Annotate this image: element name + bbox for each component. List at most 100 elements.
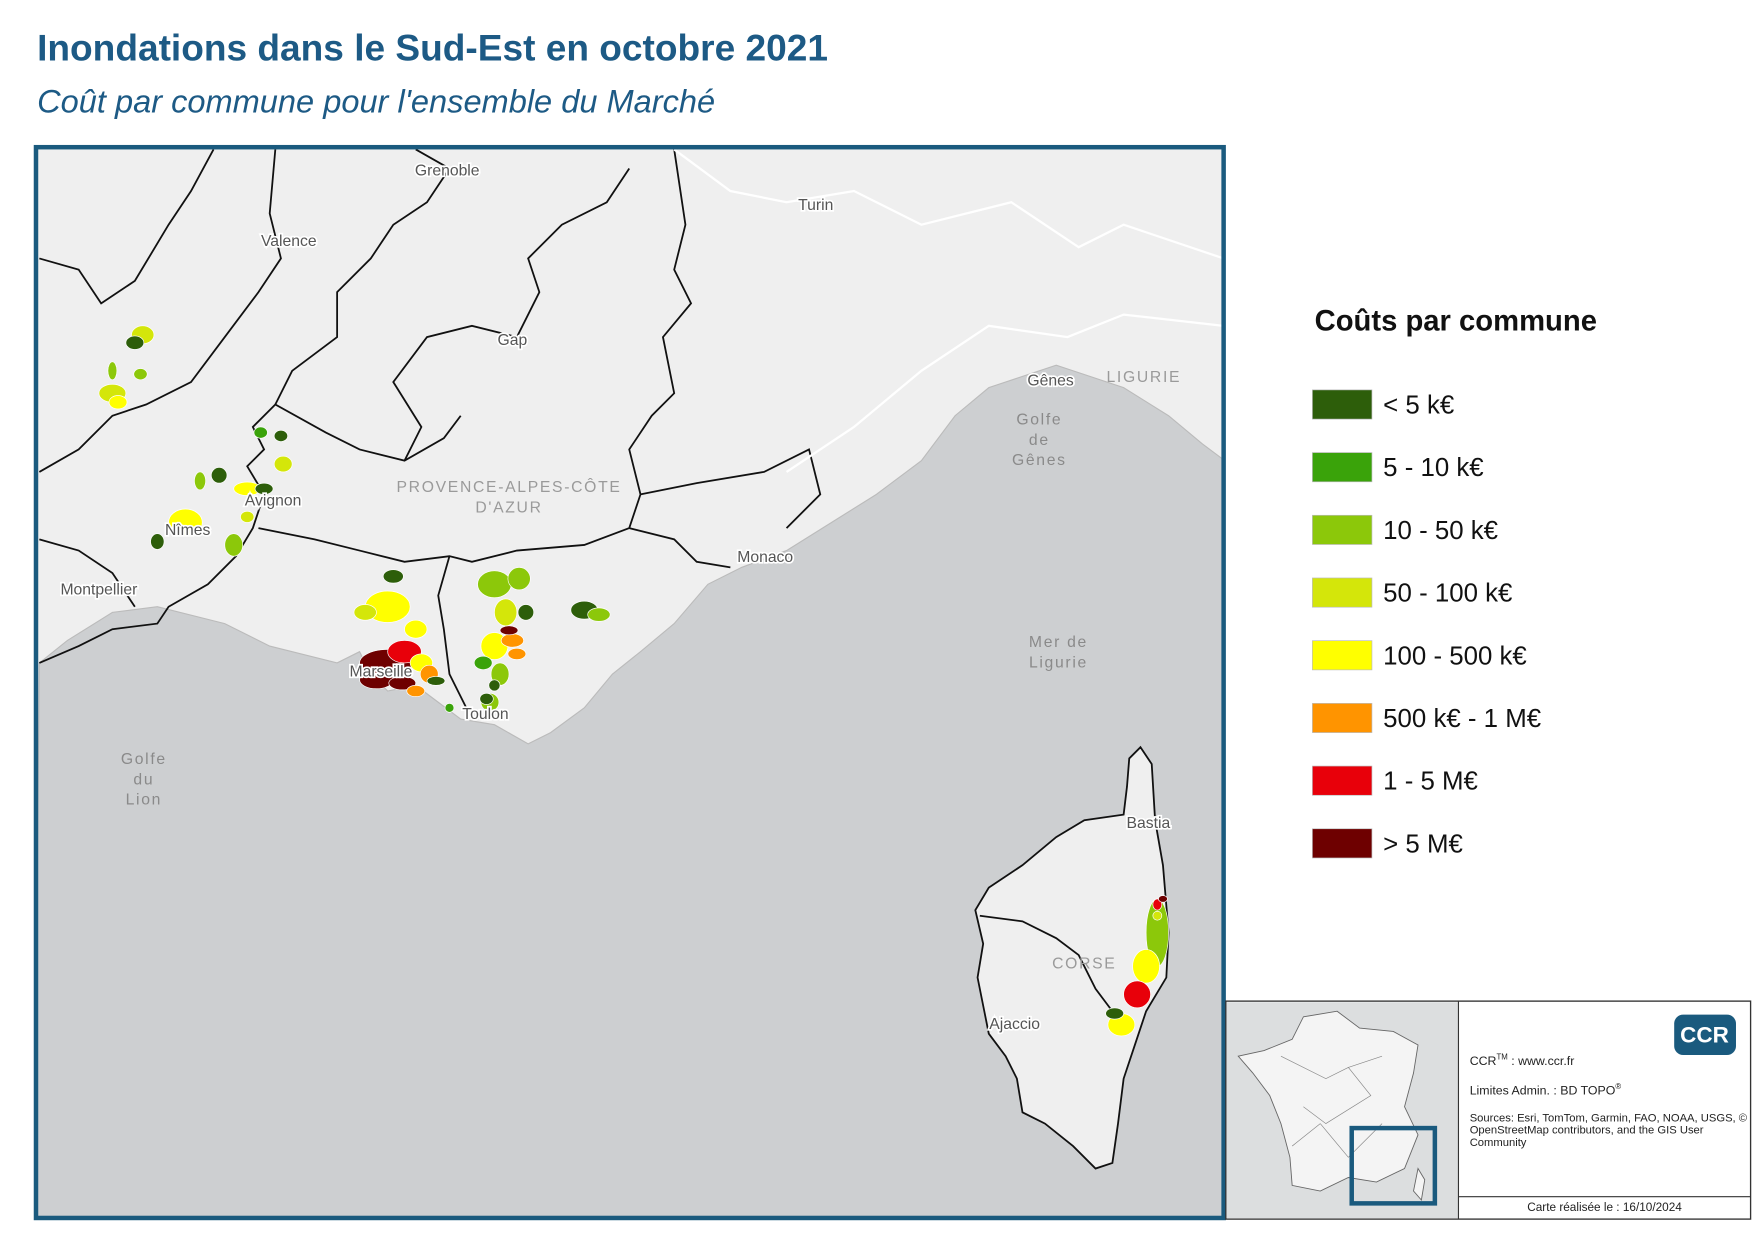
- place-label: Nîmes: [165, 522, 211, 539]
- sea-label: Golfe: [121, 751, 167, 768]
- sea-label: Ligurie: [1029, 654, 1088, 671]
- commune: [253, 426, 268, 439]
- commune: [353, 604, 377, 621]
- sea-label: du: [133, 771, 154, 788]
- commune: [273, 455, 293, 473]
- legend-swatch: [1312, 828, 1373, 859]
- sea-label: Gênes: [1012, 452, 1067, 469]
- registered: ®: [1615, 1082, 1621, 1091]
- region-label: LIGURIE: [1107, 369, 1182, 386]
- commune: [488, 679, 501, 692]
- commune: [194, 471, 206, 491]
- logo: [1674, 1014, 1736, 1056]
- limits-text: Limites Admin. : BD TOPO: [1470, 1083, 1616, 1097]
- commune: [494, 598, 518, 627]
- boundary: [979, 914, 1114, 1012]
- region-label: PROVENCE-ALPES-CÔTE: [396, 477, 621, 496]
- commune: [587, 607, 611, 622]
- boundary: [39, 149, 215, 608]
- date: Carte réalisée le : 16/10/2024: [1527, 1201, 1682, 1214]
- legend-swatch: [1312, 452, 1373, 483]
- commune: [1123, 980, 1151, 1009]
- subtitle: Coût par commune pour l'ensemble du Marc…: [37, 83, 715, 119]
- legend-swatch: [1312, 389, 1373, 420]
- legend-swatch: [1312, 765, 1373, 796]
- legend: Coûts par commune < 5 k€ 5 - 10 k€ 10 - 50…: [1312, 305, 1597, 858]
- website: CCRTM : www.ccr.fr: [1470, 1053, 1575, 1069]
- commune: [133, 368, 148, 381]
- place-label: Gênes: [1027, 372, 1073, 389]
- commune: [1105, 1007, 1124, 1020]
- trademark: TM: [1496, 1053, 1507, 1062]
- commune: [500, 633, 524, 648]
- sea-label: Lion: [126, 791, 162, 808]
- commune: [150, 533, 165, 550]
- sources: OpenStreetMap contributors, and the GIS …: [1470, 1125, 1704, 1137]
- commune: [168, 508, 203, 537]
- commune: [240, 510, 255, 523]
- commune: [1152, 898, 1163, 911]
- place-label: Gap: [498, 332, 528, 349]
- commune: [273, 430, 289, 442]
- commune: [388, 676, 417, 691]
- commune: [107, 361, 118, 381]
- place-label: Marseille: [349, 663, 412, 680]
- commune: [507, 647, 527, 660]
- legend-label: 100 - 500 k€: [1383, 642, 1527, 670]
- place-label: Toulon: [462, 706, 508, 723]
- legend-title: Coûts par commune: [1315, 305, 1597, 337]
- boundary: [392, 168, 630, 462]
- place-label: Bastia: [1127, 815, 1171, 832]
- corsica: [974, 745, 1170, 1170]
- commune: [517, 604, 535, 621]
- map-frame: [33, 144, 1226, 1221]
- website-text: : www.ccr.fr: [1508, 1054, 1575, 1068]
- sea-label: Mer de: [1029, 634, 1088, 651]
- legend-swatch: [1312, 703, 1373, 733]
- commune: [426, 676, 446, 686]
- logo-text: CCR: [1680, 1023, 1729, 1048]
- commune: [108, 395, 128, 410]
- place-label: Avignon: [245, 493, 302, 510]
- title: Inondations dans le Sud-Est en octobre 2…: [37, 27, 828, 69]
- commune: [507, 567, 531, 591]
- commune: [125, 335, 145, 350]
- commune: [224, 533, 244, 557]
- place-label: Monaco: [737, 549, 793, 566]
- boundary: [274, 148, 451, 405]
- commune: [254, 482, 274, 495]
- region-label: D'AZUR: [475, 499, 542, 516]
- legend-swatch: [1312, 640, 1373, 671]
- legend-swatch: [1312, 577, 1373, 608]
- inset-extent: [1349, 1125, 1438, 1206]
- sources: Community: [1470, 1137, 1527, 1149]
- legend-label: < 5 k€: [1383, 391, 1454, 419]
- road: [673, 148, 1224, 473]
- boundary: [258, 149, 693, 563]
- boundary: [38, 149, 282, 473]
- legend-swatch: [1312, 514, 1373, 545]
- place-label: Grenoble: [415, 162, 480, 179]
- commune: [444, 703, 455, 713]
- commune: [1152, 910, 1163, 921]
- commune: [479, 692, 494, 705]
- commune: [382, 569, 404, 584]
- sea-label: de: [1029, 432, 1050, 449]
- place-label: Valence: [261, 233, 317, 250]
- legend-label: 1 - 5 M€: [1383, 768, 1478, 796]
- boundary: [39, 403, 462, 664]
- map: Grenoble Turin Valence Gap Gênes LIGURIE…: [33, 144, 1226, 1221]
- legend-label: > 5 M€: [1383, 830, 1463, 858]
- brand: CCR: [1470, 1054, 1497, 1068]
- commune: [1132, 949, 1160, 984]
- boundary: [437, 555, 468, 709]
- commune: [473, 655, 493, 671]
- info-panel: CCR CCRTM : www.ccr.fr Limites Admin. : …: [1225, 1000, 1752, 1220]
- commune: [1158, 895, 1168, 903]
- commune: [406, 685, 426, 697]
- place-label: Turin: [798, 197, 833, 214]
- communes: [98, 325, 1169, 1037]
- legend-label: 500 k€ - 1 M€: [1383, 705, 1541, 733]
